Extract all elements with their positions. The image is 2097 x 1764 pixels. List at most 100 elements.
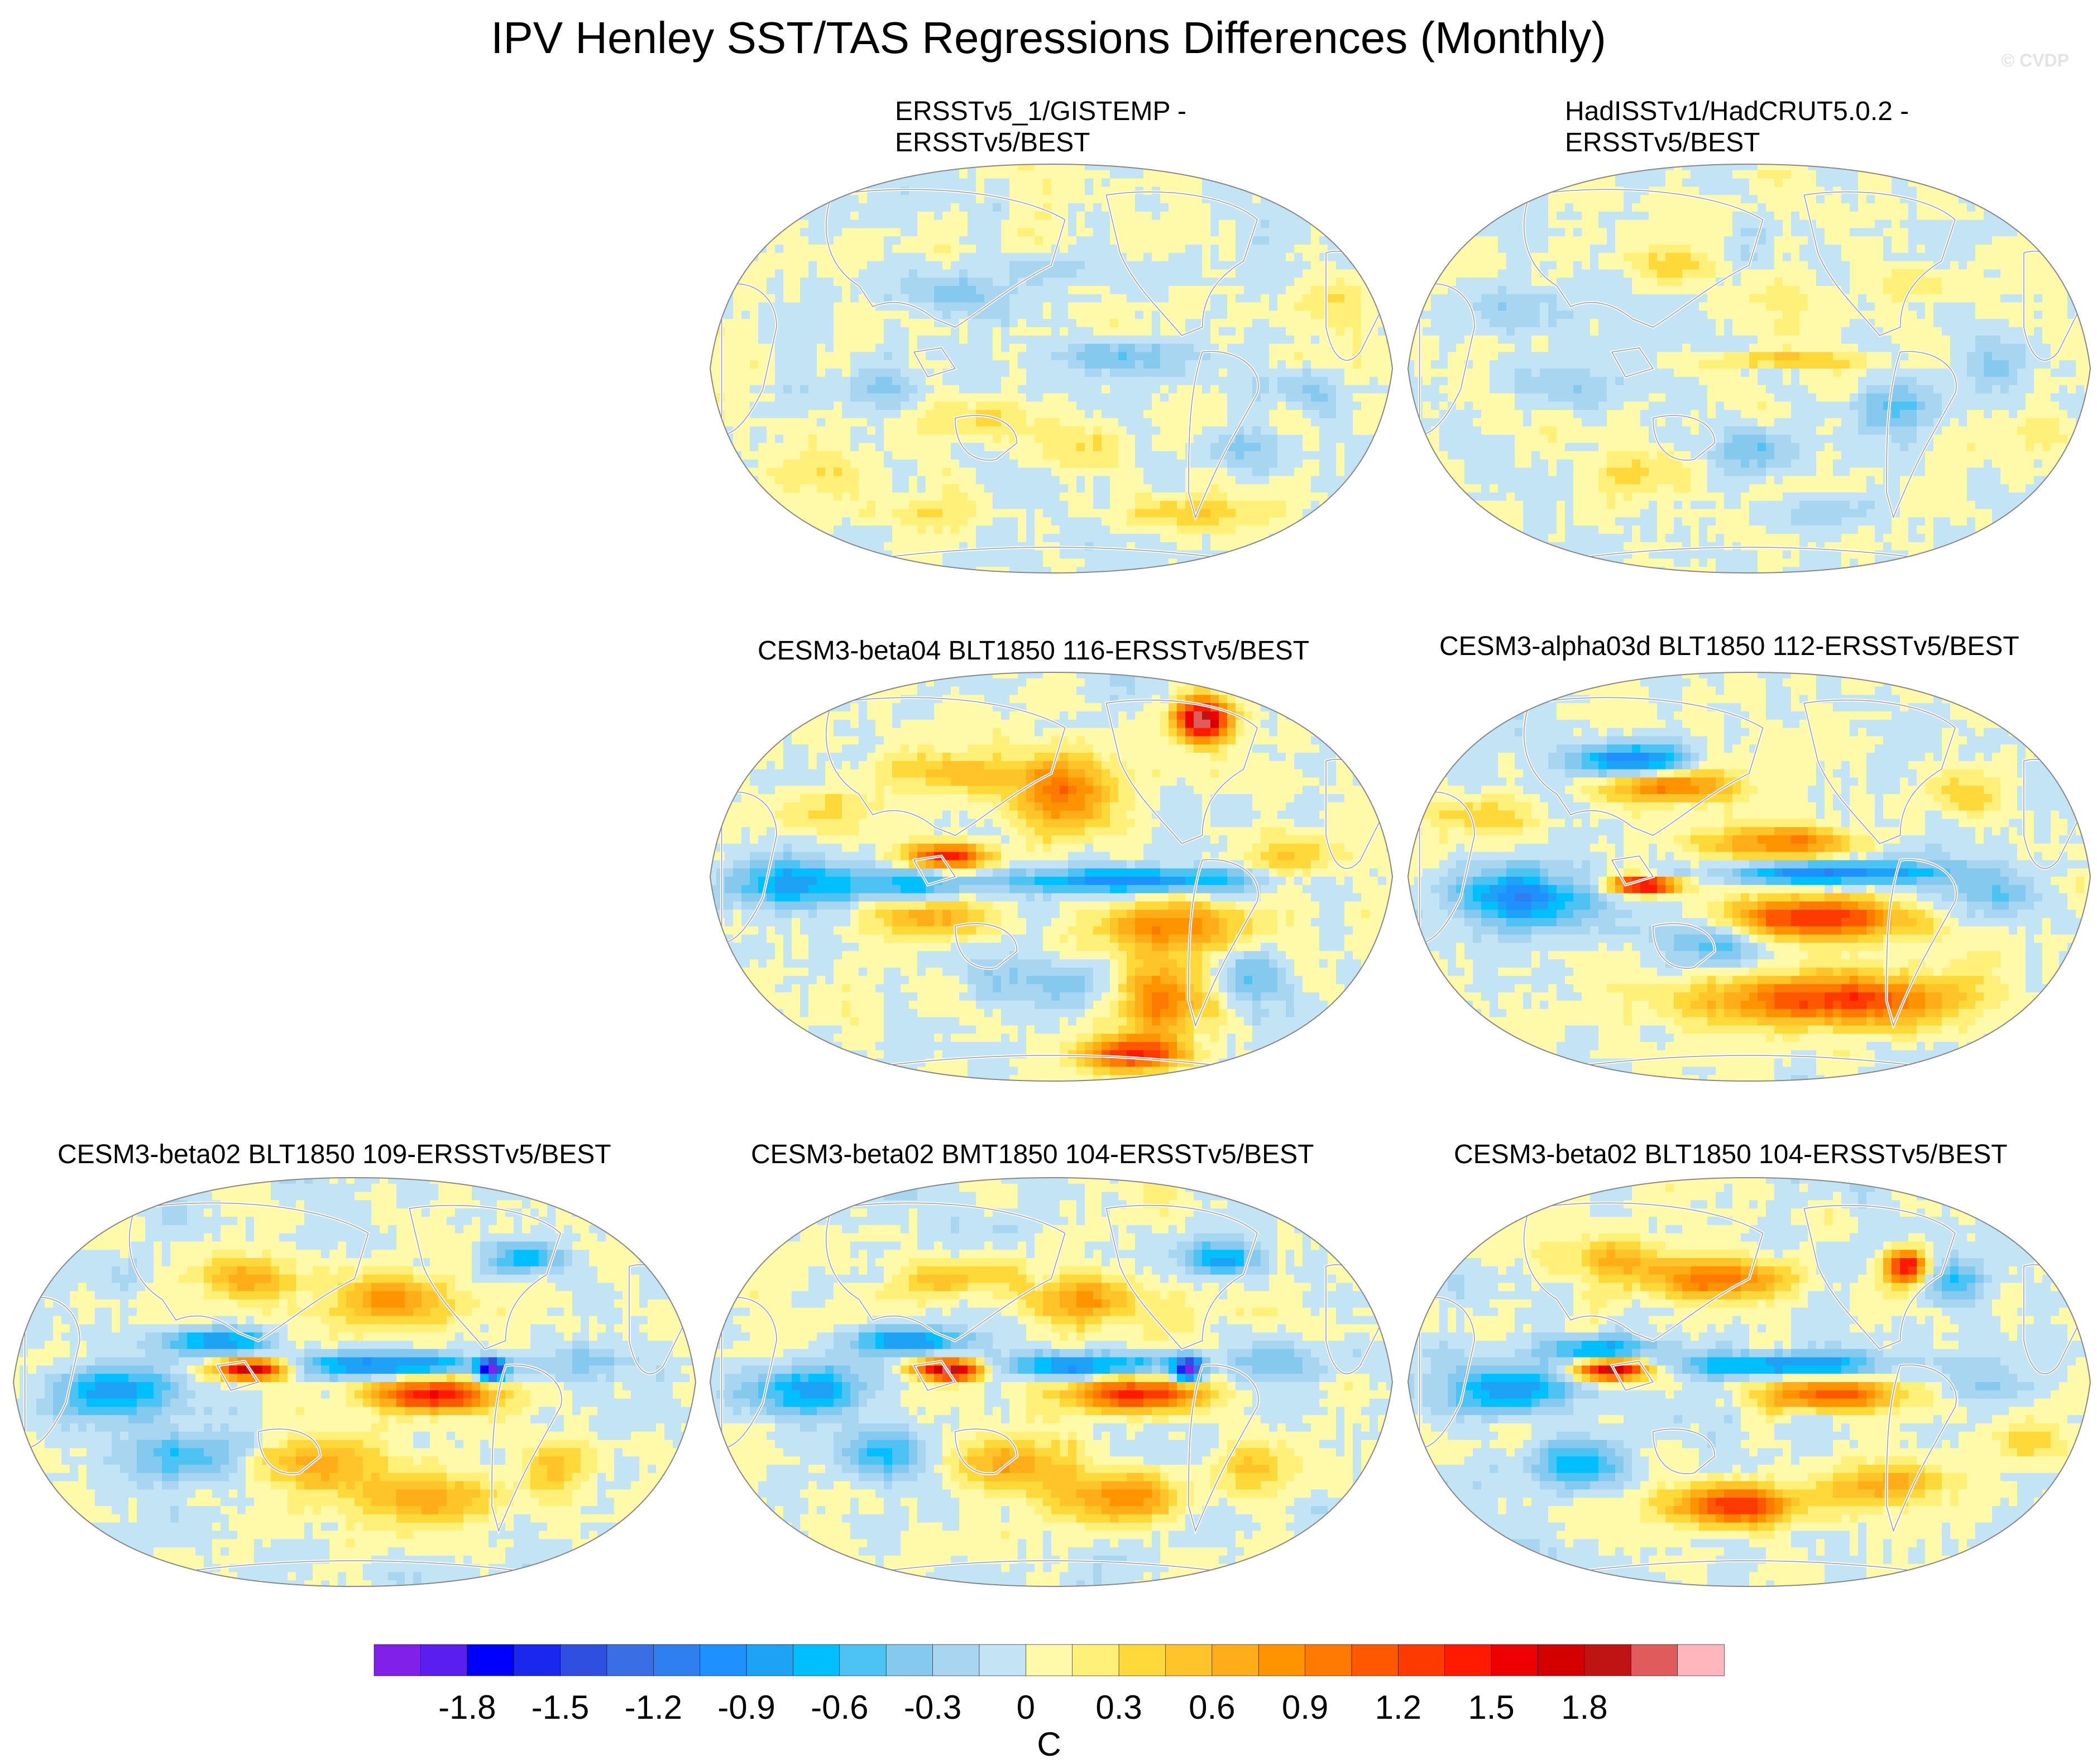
panel-title-line: CESM3-alpha03d BLT1850 112-ERSSTv5/BEST (1439, 631, 2019, 662)
colorbar-swatch (560, 1644, 607, 1676)
colorbar-swatch (374, 1644, 422, 1676)
colorbar-tick-label: -0.3 (904, 1688, 961, 1727)
continent-outline (1188, 351, 1259, 519)
colorbar-swatch (1258, 1644, 1306, 1676)
cvdp-watermark: © CVDP (2002, 50, 2069, 71)
continent-outline (1611, 855, 1654, 886)
colorbar-tick-label: -0.9 (717, 1688, 775, 1727)
continent-outline (955, 415, 1018, 461)
colorbar-swatch (1351, 1644, 1399, 1676)
colorbar-swatch (1491, 1644, 1539, 1676)
continent-outline (1524, 1202, 1764, 1341)
continent-outline (1803, 1204, 1956, 1350)
panel-title-p1: ERSSTv5_1/GISTEMP - ERSSTv5/BEST (895, 96, 1186, 159)
continent-outline (1524, 189, 1764, 328)
panel-title-line: CESM3-beta02 BLT1850 109-ERSSTv5/BEST (58, 1139, 611, 1170)
map-border (709, 671, 1394, 1082)
continent-outline (1803, 191, 1956, 336)
regression-field (710, 1178, 1392, 1586)
panel-title-p5: CESM3-beta02 BLT1850 109-ERSSTv5/BEST (58, 1139, 611, 1170)
continent-outline (1419, 283, 1475, 436)
continent-outline (1105, 191, 1258, 336)
regression-field (13, 1178, 696, 1586)
continent-outline (1611, 347, 1654, 377)
map-border (12, 1177, 697, 1588)
continent-outline (1419, 791, 1475, 944)
map-panel-p3 (709, 671, 1394, 1082)
colorbar-swatch (606, 1644, 654, 1676)
colorbar-tick-label: -1.2 (625, 1688, 682, 1727)
colorbar-swatch (653, 1644, 701, 1676)
continent-outline (1524, 697, 1764, 836)
colorbar-swatch (1584, 1644, 1632, 1676)
regression-field (1408, 1178, 2090, 1586)
map-panel-p1 (709, 163, 1394, 574)
continent-outline (826, 697, 1066, 836)
panel-title-p2: HadISSTv1/HadCRUT5.0.2 - ERSSTv5/BEST (1565, 96, 1909, 159)
map-panel-p6 (709, 1177, 1394, 1588)
map-border (709, 1177, 1394, 1588)
colorbar-swatch (700, 1644, 747, 1676)
colorbar-swatch (467, 1644, 514, 1676)
colorbar-tick-label: 0.9 (1282, 1688, 1328, 1727)
map-border (709, 163, 1394, 574)
continent-outline (1886, 1364, 1957, 1532)
regression-field (710, 672, 1392, 1081)
continent-outline (955, 923, 1018, 969)
colorbar-swatch (420, 1644, 468, 1676)
colorbar-swatch (1072, 1644, 1119, 1676)
map-border (1407, 1177, 2091, 1588)
continent-outline (721, 791, 777, 944)
regression-field (710, 164, 1392, 573)
colorbar-swatch (979, 1644, 1027, 1676)
continent-outline (913, 347, 956, 377)
colorbar-swatch (793, 1644, 840, 1676)
map-border (1407, 163, 2091, 574)
colorbar-swatch (1538, 1644, 1585, 1676)
colorbar-tick-label: -1.8 (438, 1688, 496, 1727)
colorbar-tick-label: 1.2 (1375, 1688, 1421, 1727)
figure-title: IPV Henley SST/TAS Regressions Differenc… (0, 12, 2097, 64)
colorbar-swatch (839, 1644, 887, 1676)
colorbar-swatch (1118, 1644, 1166, 1676)
continent-outline (1653, 1428, 1716, 1474)
continent-outline (24, 1297, 80, 1449)
colorbar-tick-label: -1.5 (532, 1688, 589, 1727)
panel-title-line: HadISSTv1/HadCRUT5.0.2 - (1565, 96, 1909, 127)
colorbar-units: C (1037, 1725, 1061, 1763)
continent-outline (1105, 1204, 1258, 1350)
continent-outline (826, 1202, 1066, 1341)
colorbar-swatch (1305, 1644, 1352, 1676)
continent-outline (216, 1361, 259, 1391)
continent-outline (1611, 1361, 1654, 1391)
continent-outline (258, 1428, 321, 1474)
continent-outline (1803, 699, 1956, 844)
panel-title-line: ERSSTv5/BEST (1565, 127, 1909, 159)
colorbar-swatch (1026, 1644, 1073, 1676)
map-border (1407, 671, 2091, 1082)
continent-outline (1653, 415, 1716, 461)
continent-outline (955, 1428, 1018, 1474)
colorbar-tick-label: 1.8 (1561, 1688, 1607, 1727)
continent-outline (409, 1204, 561, 1350)
continent-outline (129, 1202, 369, 1341)
colorbar-tick-label: 0 (1017, 1688, 1035, 1727)
map-panel-p5 (12, 1177, 697, 1588)
colorbar-swatch (513, 1644, 561, 1676)
colorbar-swatch (1630, 1644, 1678, 1676)
continent-outline (721, 1297, 777, 1449)
panel-title-p7: CESM3-beta02 BLT1850 104-ERSSTv5/BEST (1454, 1139, 2008, 1170)
panel-title-line: ERSSTv5_1/GISTEMP - (895, 96, 1186, 127)
panel-title-line: CESM3-beta02 BLT1850 104-ERSSTv5/BEST (1454, 1139, 2008, 1170)
panel-title-p6: CESM3-beta02 BMT1850 104-ERSSTv5/BEST (751, 1139, 1314, 1170)
continent-outline (913, 1361, 956, 1391)
colorbar-swatch (1444, 1644, 1492, 1676)
colorbar-swatch (885, 1644, 933, 1676)
continent-outline (1886, 859, 1957, 1027)
colorbar-swatch (1398, 1644, 1445, 1676)
colorbar-tick-label: 1.5 (1468, 1688, 1514, 1727)
regression-field (1408, 164, 2090, 573)
colorbar-tick-label: -0.6 (811, 1688, 868, 1727)
panel-title-p3: CESM3-beta04 BLT1850 116-ERSSTv5/BEST (758, 635, 1309, 667)
panel-title-line: CESM3-beta04 BLT1850 116-ERSSTv5/BEST (758, 635, 1309, 667)
